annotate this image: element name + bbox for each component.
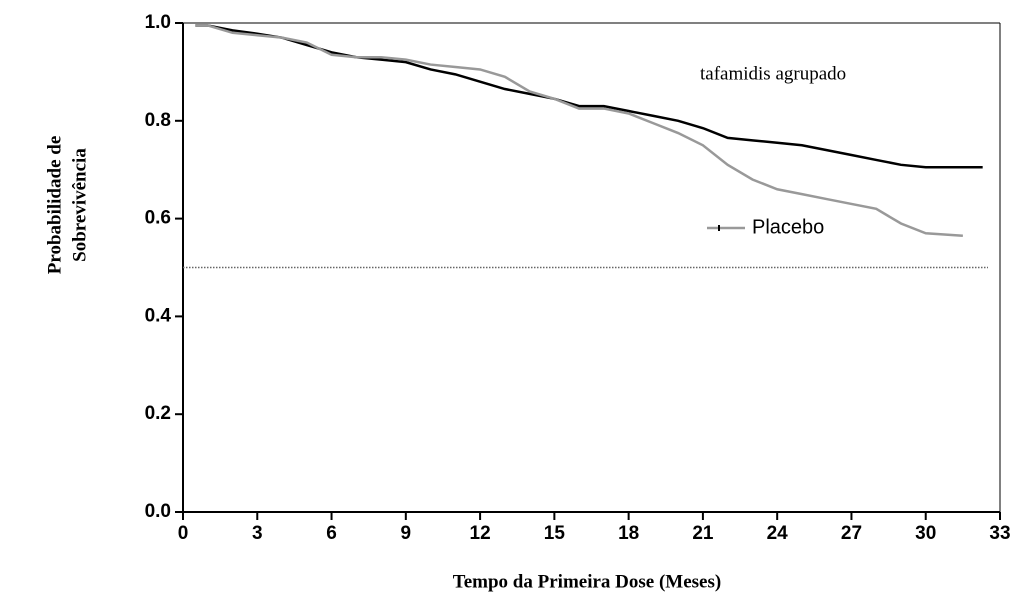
x-tick-label: 6 bbox=[326, 523, 337, 544]
x-tick-label: 3 bbox=[252, 523, 263, 544]
y-tick-label: 0.6 bbox=[145, 208, 171, 229]
legend-label: Placebo bbox=[752, 216, 824, 238]
x-tick-label: 9 bbox=[401, 523, 412, 544]
x-tick-label: 24 bbox=[767, 523, 789, 544]
survival-line bbox=[195, 24, 963, 237]
x-tick-label: 0 bbox=[178, 523, 189, 544]
x-tick-label: 18 bbox=[618, 523, 639, 544]
legend-label: tafamidis agrupado bbox=[700, 63, 846, 84]
y-tick-label: 0.0 bbox=[145, 501, 171, 522]
y-tick-label: 0.4 bbox=[145, 305, 172, 326]
y-axis-label: Probabilidade de bbox=[44, 136, 65, 274]
x-axis-label: Tempo da Primeira Dose (Meses) bbox=[453, 571, 721, 592]
x-tick-label: 21 bbox=[692, 523, 714, 544]
x-tick-label: 30 bbox=[915, 523, 936, 544]
y-tick-label: 0.8 bbox=[145, 110, 171, 131]
y-tick-label: 0.2 bbox=[145, 403, 171, 424]
x-tick-label: 12 bbox=[470, 523, 491, 544]
y-axis-label: Sobrevivência bbox=[69, 148, 90, 262]
x-tick-label: 27 bbox=[841, 523, 862, 544]
y-tick-label: 1.0 bbox=[145, 12, 171, 33]
x-tick-label: 33 bbox=[989, 523, 1010, 544]
x-tick-label: 15 bbox=[544, 523, 566, 544]
